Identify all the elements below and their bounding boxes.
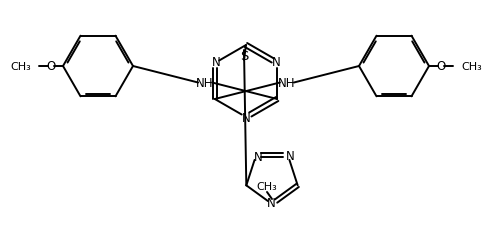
Text: N: N [242,112,250,125]
Text: N: N [272,56,280,69]
Text: CH₃: CH₃ [461,62,482,72]
Text: NH: NH [196,77,214,90]
Text: O: O [436,60,446,73]
Text: N: N [285,149,294,162]
Text: N: N [212,56,220,69]
Text: CH₃: CH₃ [257,181,277,191]
Text: N: N [254,150,263,163]
Text: N: N [267,197,276,210]
Text: NH: NH [278,77,296,90]
Text: S: S [240,49,248,62]
Text: O: O [46,60,56,73]
Text: CH₃: CH₃ [10,62,31,72]
